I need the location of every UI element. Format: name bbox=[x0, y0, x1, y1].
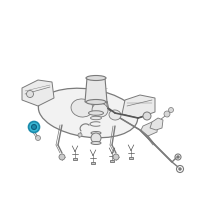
Polygon shape bbox=[73, 158, 77, 160]
Circle shape bbox=[78, 133, 82, 137]
Circle shape bbox=[168, 108, 174, 112]
Ellipse shape bbox=[86, 99, 106, 104]
Circle shape bbox=[59, 154, 65, 160]
Ellipse shape bbox=[109, 110, 121, 120]
Circle shape bbox=[29, 121, 40, 132]
Circle shape bbox=[36, 136, 40, 140]
Circle shape bbox=[143, 112, 151, 120]
Polygon shape bbox=[150, 118, 163, 130]
Ellipse shape bbox=[90, 116, 102, 120]
Circle shape bbox=[32, 124, 36, 130]
Circle shape bbox=[179, 168, 182, 170]
Circle shape bbox=[164, 111, 170, 117]
Polygon shape bbox=[129, 157, 133, 159]
Polygon shape bbox=[85, 78, 107, 102]
Ellipse shape bbox=[88, 111, 104, 115]
Circle shape bbox=[91, 133, 101, 143]
Ellipse shape bbox=[86, 75, 106, 80]
Circle shape bbox=[26, 90, 34, 98]
Circle shape bbox=[177, 156, 180, 158]
Polygon shape bbox=[91, 162, 95, 164]
Ellipse shape bbox=[71, 99, 93, 117]
Polygon shape bbox=[22, 80, 54, 106]
Polygon shape bbox=[110, 160, 114, 162]
Ellipse shape bbox=[92, 103, 108, 117]
Polygon shape bbox=[141, 122, 158, 136]
Ellipse shape bbox=[91, 142, 101, 144]
Circle shape bbox=[113, 154, 119, 160]
Polygon shape bbox=[122, 95, 155, 118]
Ellipse shape bbox=[38, 88, 138, 138]
Ellipse shape bbox=[91, 132, 101, 134]
